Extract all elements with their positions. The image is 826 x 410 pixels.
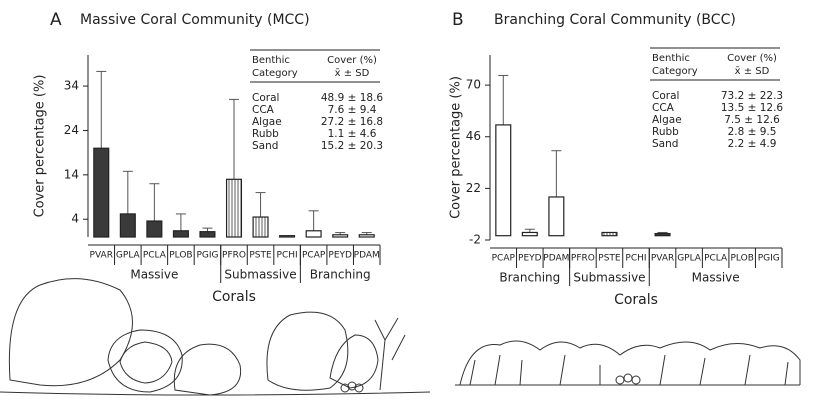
group-label: Submassive (573, 271, 645, 285)
y-tick-label: -2 (469, 233, 481, 247)
y-tick-label: 46 (466, 129, 481, 143)
x-tick-label: PEYD (328, 251, 352, 261)
bar (199, 231, 216, 238)
x-axis-label: Corals (212, 289, 256, 305)
table-header: x̄ ± SD (735, 66, 770, 77)
table-cell: 2.8 ± 9.5 (728, 126, 777, 138)
x-tick-label: PCLA (704, 254, 728, 264)
group-label: Branching (499, 271, 560, 285)
y-tick-label: 4 (71, 212, 79, 226)
bar (521, 231, 538, 237)
x-tick-label: PCHI (625, 254, 646, 264)
y-tick-label: 34 (64, 79, 79, 93)
x-tick-label: PGIG (196, 251, 218, 261)
table-header: Benthic (252, 55, 290, 66)
table-cell: Rubb (252, 128, 279, 140)
x-tick-label: PCHI (277, 251, 298, 261)
table-cell: 27.2 ± 16.8 (321, 116, 383, 128)
x-tick-label: PFRO (222, 251, 246, 261)
chart-title: Massive Coral Community (MCC) (80, 12, 310, 28)
illustration-branching (455, 340, 801, 386)
x-tick-label: PCLA (143, 251, 167, 261)
bar (119, 213, 136, 238)
table-header: Category (252, 68, 298, 79)
illustration-massive (0, 278, 431, 396)
x-tick-label: PSTE (249, 251, 272, 261)
bar (252, 216, 269, 238)
table-cell: Sand (252, 140, 278, 152)
y-axis-label: Cover percentage (%) (33, 75, 48, 218)
group-label: Submassive (224, 268, 296, 282)
table-cell: Sand (652, 138, 678, 150)
x-tick-label: PVAR (651, 254, 674, 264)
table-cell: 7.6 ± 9.4 (328, 104, 377, 116)
x-tick-label: PEYD (518, 254, 542, 264)
table-cell: 13.5 ± 12.6 (721, 102, 784, 114)
panel-label: B (452, 10, 464, 30)
table-cell: Coral (252, 92, 279, 104)
table-cell: 73.2 ± 22.3 (721, 90, 783, 102)
x-tick-label: PSTE (598, 254, 621, 264)
table-cell: 2.2 ± 4.9 (728, 138, 777, 150)
chart-title: Branching Coral Community (BCC) (494, 12, 736, 28)
bar (146, 220, 163, 238)
x-tick-label: PVAR (90, 251, 113, 261)
table-header: Cover (%) (327, 55, 377, 66)
y-tick-label: 24 (64, 123, 79, 137)
bar (279, 235, 296, 238)
x-tick-label: PCAP (492, 254, 516, 264)
group-label: Massive (130, 268, 178, 282)
x-tick-label: PCAP (302, 251, 326, 261)
x-axis-label: Corals (614, 292, 658, 308)
bar (93, 147, 110, 238)
x-tick-label: GPLA (116, 251, 141, 261)
x-tick-label: PDAM (543, 254, 569, 264)
bar (495, 124, 512, 237)
table-header: x̄ ± SD (335, 68, 370, 79)
x-tick-label: GPLA (677, 254, 702, 264)
bar (601, 231, 618, 237)
bar (172, 230, 189, 238)
x-tick-label: PLOB (169, 251, 192, 261)
table-header: Benthic (652, 53, 690, 64)
table-cell: CCA (652, 102, 675, 114)
x-tick-label: PFRO (571, 254, 595, 264)
y-tick-label: 22 (466, 181, 481, 195)
table-cell: 7.5 ± 12.6 (724, 114, 780, 126)
y-tick-label: 70 (466, 78, 481, 92)
table-cell: Algae (652, 114, 682, 126)
y-axis-label: Cover percentage (%) (449, 76, 464, 219)
x-tick-label: PLOB (730, 254, 753, 264)
table-header: Category (652, 66, 698, 77)
group-label: Massive (692, 271, 740, 285)
table-cell: 1.1 ± 4.6 (328, 128, 377, 140)
x-tick-label: PGIG (758, 254, 780, 264)
table-cell: Algae (252, 116, 282, 128)
bar (654, 232, 671, 237)
bar (548, 196, 565, 237)
panel-label: A (50, 10, 62, 30)
table-cell: CCA (252, 104, 275, 116)
y-tick-label: 14 (64, 167, 79, 181)
table-cell: Coral (652, 90, 679, 102)
bar (358, 234, 375, 238)
table-cell: 15.2 ± 20.3 (321, 140, 383, 152)
table-cell: Rubb (652, 126, 679, 138)
group-label: Branching (310, 268, 371, 282)
bar (305, 230, 322, 238)
x-tick-label: PDAM (354, 251, 380, 261)
bar (225, 178, 243, 238)
bar (332, 234, 349, 238)
table-header: Cover (%) (727, 53, 777, 64)
table-cell: 48.9 ± 18.6 (321, 92, 384, 104)
